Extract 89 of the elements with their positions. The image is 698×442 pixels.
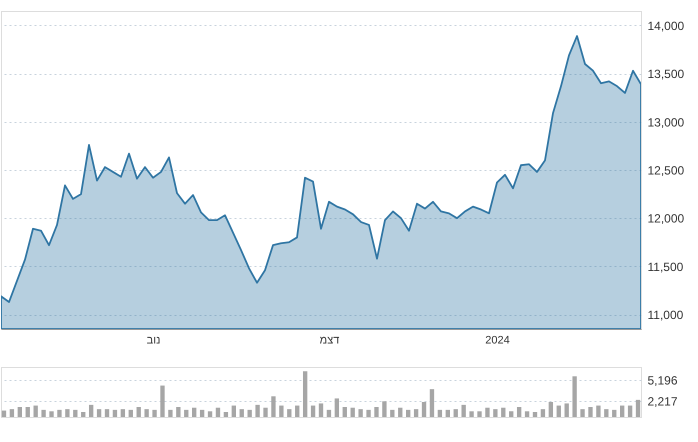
bar [620, 406, 624, 417]
bar [612, 410, 616, 417]
bar [255, 404, 260, 417]
y-tick-label: 13,500 [648, 67, 685, 82]
bar [240, 409, 244, 417]
bar [628, 406, 632, 417]
bar [152, 410, 157, 417]
bar [374, 407, 379, 417]
bar [326, 410, 332, 417]
bar [81, 412, 86, 417]
bar [516, 407, 522, 417]
bar [509, 411, 514, 417]
bar [446, 410, 450, 417]
bar [342, 407, 347, 417]
x-tick-label: נוב [146, 334, 160, 346]
bar [279, 406, 284, 417]
bar [532, 412, 538, 417]
bar [33, 406, 38, 417]
bar [382, 401, 387, 417]
x-tick-label: 2024 [485, 334, 510, 346]
y-tick-label: 11,500 [648, 260, 684, 274]
bar [184, 410, 188, 417]
bar [73, 410, 78, 417]
bar [104, 409, 110, 417]
bar [96, 409, 102, 417]
y-tick-label: 2,217 [648, 394, 678, 409]
x-tick-label: דצמ [320, 334, 340, 346]
y-tick-label: 11,000 [648, 308, 684, 322]
bar [572, 376, 577, 417]
bar [501, 408, 506, 417]
bar [493, 409, 498, 417]
bar [540, 409, 546, 417]
bar [18, 407, 22, 417]
bar [588, 407, 593, 417]
bar [128, 410, 133, 417]
bar [216, 408, 220, 417]
bar [112, 410, 118, 417]
y-tick-label: 12,500 [648, 164, 685, 178]
bar [57, 410, 62, 417]
bar [414, 409, 418, 417]
bar [438, 410, 442, 417]
bar [398, 408, 402, 417]
bar [485, 408, 490, 417]
y-tick-label: 5,196 [648, 373, 678, 388]
bar [224, 412, 228, 417]
y-tick-label: 13,000 [648, 115, 685, 130]
bar [271, 396, 276, 417]
bar [295, 406, 300, 417]
bar [2, 410, 6, 417]
bar [580, 409, 585, 417]
bar [41, 410, 46, 417]
bar [287, 409, 292, 417]
bar [144, 409, 149, 417]
y-tick-label: 14,000 [648, 18, 685, 33]
bar [461, 404, 466, 417]
bar [548, 402, 554, 417]
bar [366, 410, 371, 417]
bar [636, 400, 640, 417]
bar [390, 410, 395, 417]
bar [302, 371, 308, 417]
bar [310, 406, 316, 417]
bar [26, 407, 30, 417]
bar [556, 406, 561, 417]
bar [136, 407, 141, 417]
bar [247, 410, 252, 417]
bar [358, 409, 363, 417]
bar [318, 403, 324, 417]
bar [469, 411, 474, 417]
bar [168, 410, 173, 417]
bar [604, 409, 609, 417]
bar [176, 407, 181, 417]
bar [232, 406, 236, 417]
bar [430, 389, 434, 417]
bar [160, 386, 165, 417]
bar [564, 403, 569, 417]
bar [406, 410, 410, 417]
bar [88, 404, 94, 417]
y-tick-label: 12,000 [648, 212, 685, 226]
bar [65, 409, 70, 417]
bar [422, 402, 426, 417]
bar [120, 409, 126, 417]
bar [596, 406, 601, 417]
bar [263, 408, 268, 417]
bar [10, 409, 14, 417]
bar [454, 409, 458, 417]
bar [200, 410, 204, 417]
bar [334, 398, 340, 417]
bar [192, 408, 196, 417]
bar [350, 408, 355, 417]
